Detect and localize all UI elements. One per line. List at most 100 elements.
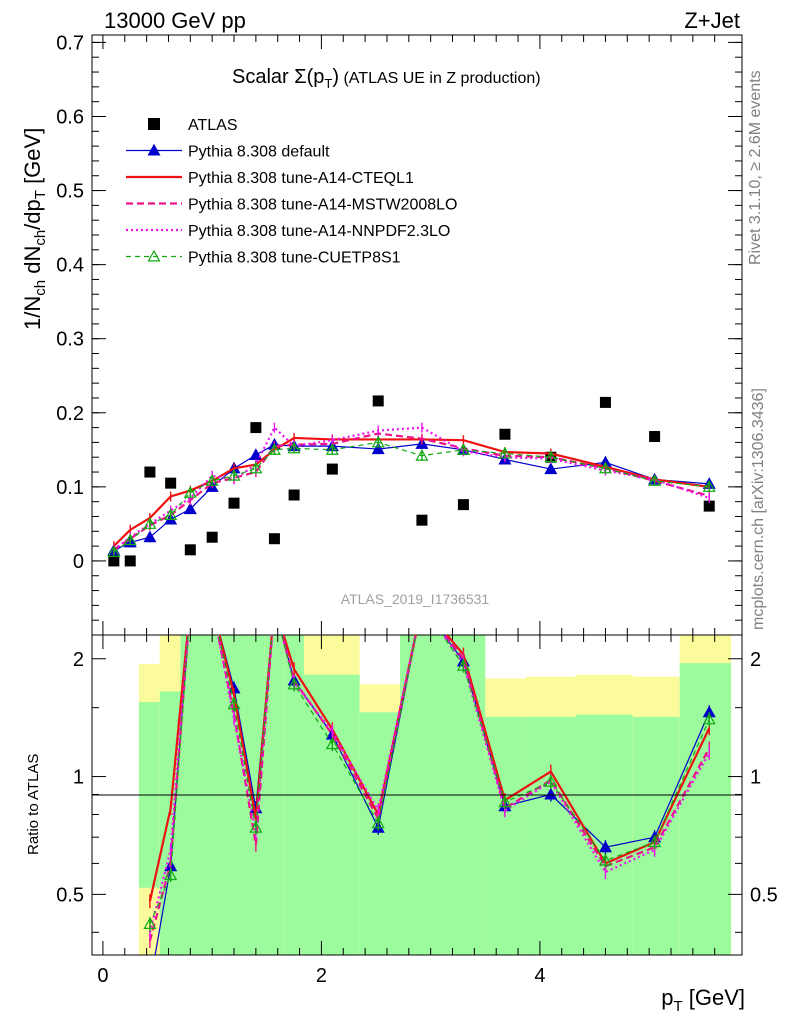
default-marker [371, 442, 385, 455]
ratio-y-tick-label: 2 [750, 649, 761, 671]
band-inner [679, 663, 732, 955]
atlas-point [499, 428, 511, 440]
cuetp-marker [287, 441, 301, 454]
cuetp-marker [702, 480, 716, 492]
ratio-y-tick-label: 0.5 [56, 884, 84, 906]
default-ratio-marker [544, 787, 558, 800]
x-tick-label: 4 [534, 965, 545, 987]
legend-label: ATLAS [188, 117, 238, 134]
band-inner [303, 674, 360, 955]
analysis-watermark: ATLAS_2019_I1736531 [341, 591, 490, 607]
cuetp-ratio-marker [598, 853, 612, 866]
atlas-point [228, 497, 240, 509]
main-series [107, 395, 716, 567]
atlas-point [457, 499, 469, 511]
x-tick-label: 2 [316, 965, 327, 987]
main-y-axis-label: 1/Nch dNch/dpT [GeV] [20, 128, 49, 330]
atlas-point [649, 430, 661, 442]
mcplots-label: mcplots.cern.ch [arXiv:1306.3436] [750, 388, 767, 630]
legend-label: Pythia 8.308 tune-CUETP8S1 [188, 250, 401, 267]
legend-label: Pythia 8.308 tune-A14-CTEQL1 [188, 170, 414, 187]
y-tick-label: 0.5 [56, 181, 84, 203]
band-inner [525, 716, 576, 955]
cuetp-marker [648, 474, 662, 486]
atlas-point [144, 466, 156, 478]
cuetp-ratio-marker [249, 821, 263, 833]
ratio-y-tick-label: 0.5 [750, 884, 778, 906]
ratio-series [143, 635, 716, 1004]
x-tick-label: 0 [97, 965, 108, 987]
cuetp-ratio-marker [287, 677, 301, 690]
cuetp-line [113, 441, 710, 553]
cuetp-marker [325, 443, 339, 455]
nnpdf-line [113, 425, 710, 551]
cuetp-marker [227, 469, 241, 481]
cuetp-marker [123, 533, 137, 546]
cuetp-ratio-marker [325, 737, 339, 750]
cuetp-ratio-marker [371, 816, 385, 829]
legend: ATLAS Pythia 8.308 default Pythia 8.308 tu… [126, 117, 457, 267]
legend-label: Pythia 8.308 tune-A14-NNPDF2.3LO [188, 223, 450, 240]
default-line [113, 443, 710, 552]
atlas-point [372, 395, 384, 407]
atlas-point [599, 396, 611, 408]
default-marker [544, 462, 558, 475]
cuetp-marker [456, 443, 470, 455]
cuetp-ratio-marker [164, 868, 178, 881]
chart-title: Scalar Σ(pT) (ATLAS UE in Z production) [232, 66, 541, 91]
cuetp-ratio-marker [143, 917, 157, 930]
ratio-y-tick-label: 1 [73, 767, 84, 789]
cuetp-marker [164, 508, 178, 521]
legend-label: Pythia 8.308 tune-A14-MSTW2008LO [188, 197, 457, 214]
cteql1-line [113, 436, 710, 547]
cuetp-marker [598, 461, 612, 474]
y-tick-label: 0.3 [56, 329, 84, 351]
cuetp-marker [371, 435, 385, 448]
default-ratio-marker [598, 840, 612, 853]
default-marker [249, 448, 263, 460]
atlas-point [184, 544, 196, 556]
y-tick-label: 0.7 [56, 32, 84, 54]
cuetp-ratio-marker [498, 795, 512, 808]
ratio-y-tick-label: 1 [750, 767, 761, 789]
cuetp-marker [498, 446, 512, 459]
cuetp-marker [107, 545, 121, 558]
y-tick-label: 0 [73, 551, 84, 573]
atlas-point [703, 500, 715, 512]
legend-atlas-marker [148, 118, 160, 130]
atlas-point [250, 422, 262, 434]
cuetp-ratio-marker [456, 658, 470, 671]
ratio-y-axis-label: Ratio to ATLAS [25, 754, 42, 855]
default-marker [143, 530, 157, 543]
energy-label: 13000 GeV pp [104, 8, 246, 33]
y-tick-label: 0.4 [56, 255, 84, 277]
cuetp-ratio-marker [702, 712, 716, 725]
axis-ticks: 0 0.1 0.2 0.3 0.4 0.5 0.6 0.7 0 2 4 0.5 0.5 1 1 2 2 [56, 32, 778, 987]
atlas-point [108, 555, 120, 567]
cuetp-marker [143, 517, 157, 529]
y-tick-label: 0.2 [56, 403, 84, 425]
cuetp-marker [415, 449, 429, 461]
atlas-point [288, 489, 300, 501]
rivet-label: Rivet 3.1.10, ≥ 2.6M events [747, 70, 764, 265]
cuetp-marker [544, 450, 558, 463]
ratio-y-tick-label: 2 [73, 649, 84, 671]
cuetp-marker [249, 461, 263, 474]
cuetp-marker [205, 474, 219, 486]
cuetp-ratio-marker [648, 835, 662, 848]
atlas-point [165, 477, 177, 489]
y-tick-label: 0.1 [56, 477, 84, 499]
legend-label: Pythia 8.308 default [188, 144, 330, 161]
atlas-point [326, 463, 338, 475]
legend-default-marker [147, 143, 161, 156]
process-label: Z+Jet [684, 8, 740, 33]
atlas-point [206, 531, 218, 543]
x-axis-label: pT [GeV] [661, 985, 745, 1015]
cuetp-ratio-marker [227, 697, 241, 710]
mstw-line [113, 432, 710, 551]
default-ratio-marker [144, 994, 155, 1004]
default-marker [183, 502, 197, 515]
cuetp-marker [183, 486, 197, 498]
atlas-point [124, 555, 136, 567]
